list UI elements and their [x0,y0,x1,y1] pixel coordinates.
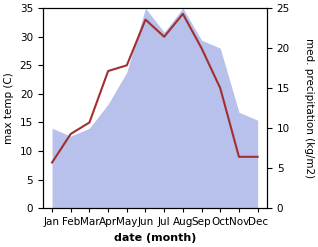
Y-axis label: max temp (C): max temp (C) [4,72,14,144]
Y-axis label: med. precipitation (kg/m2): med. precipitation (kg/m2) [304,38,314,178]
X-axis label: date (month): date (month) [114,233,196,243]
